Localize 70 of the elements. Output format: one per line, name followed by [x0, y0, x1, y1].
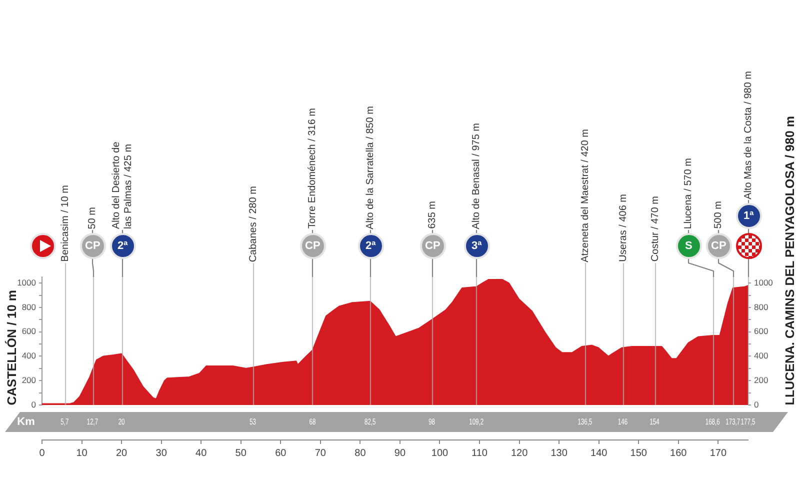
ref-line-label: 635 m	[426, 201, 438, 229]
ref-line-label: 50 m	[86, 207, 98, 230]
y2-tick-label: 0	[754, 399, 759, 410]
y-axis-title: CASTELLÓN / 10 m	[5, 290, 19, 406]
ref-line-label: Alto de la Sarratella / 850 m	[364, 106, 376, 230]
badge-icon: CP	[706, 233, 732, 259]
badge-icon: CP	[300, 233, 326, 259]
y2-tick-label: 1000	[754, 277, 774, 288]
ref-line-label: 500 m	[712, 201, 724, 229]
x-tick-label: 50	[235, 448, 247, 459]
badge-icon: CP	[420, 233, 446, 259]
x-tick-label: 170	[710, 448, 727, 459]
badge-icon: 2ª	[358, 233, 384, 259]
ref-line-label: Atzeneta del Maestrat / 420 m	[580, 129, 592, 262]
badge-icon: S	[676, 233, 702, 259]
ref-line-label: Useras / 406 m	[618, 194, 630, 262]
x2-tick-label: 5,7	[60, 416, 69, 427]
badge-icon: 1ª	[736, 203, 762, 229]
y2-tick-label: 600	[754, 326, 768, 336]
x2-tick-label: 146	[618, 416, 628, 427]
badge-icon: 3ª	[464, 233, 490, 259]
x-tick-label: 40	[196, 448, 208, 459]
y-tick-label: 1000	[17, 277, 36, 288]
x-tick-label: 20	[116, 448, 128, 459]
y2-axis-title: LLUCENA. CAMINS DEL PENYAGOLOSA / 980 m	[783, 116, 797, 406]
y-tick-label: 800	[22, 302, 36, 312]
badge-icon: CP	[80, 233, 106, 259]
y-tick-label: 0	[31, 399, 36, 410]
y-tick-label: 600	[22, 326, 36, 336]
ref-line-label: Costur / 470 m	[650, 196, 662, 262]
x2-tick-label: 82,5	[364, 416, 376, 427]
ref-line-label: Alto de Benasal / 975 m	[470, 123, 482, 230]
ref-line-label: Torre Endoménech / 316 m	[306, 108, 318, 229]
x-tick-label: 110	[472, 448, 488, 459]
x2-tick-label: 68	[309, 416, 316, 427]
x-tick-label: 100	[431, 448, 449, 459]
x-tick-label: 120	[510, 448, 528, 459]
x2-tick-label: 53	[250, 416, 256, 427]
x2-tick-label: 168,6	[705, 416, 720, 427]
x-tick-label: 0	[39, 448, 46, 459]
x-tick-label: 130	[550, 448, 568, 459]
x-tick-label: 160	[670, 448, 688, 459]
x-tick-label: 70	[314, 448, 326, 459]
x-tick-label: 150	[630, 448, 648, 459]
x2-tick-label: 98	[428, 416, 436, 427]
x2-tick-label: 20	[118, 416, 125, 427]
x2-tick-label: 177,5	[740, 416, 756, 427]
x-tick-label: 30	[156, 448, 168, 459]
x-tick-label: 80	[354, 448, 366, 459]
y-tick-label: 200	[22, 374, 36, 385]
y-tick-label: 400	[22, 350, 36, 361]
ref-line-label: Benicasim / 10 m	[60, 185, 72, 262]
x2-tick-label: 154	[650, 416, 660, 427]
x2-tick-label: 173,7	[726, 416, 740, 427]
x-tick-label: 60	[275, 448, 287, 459]
y2-tick-label: 200	[754, 374, 768, 385]
x-tick-label: 10	[76, 448, 88, 459]
x2-tick-label: 136,5	[578, 416, 592, 427]
y2-tick-label: 400	[754, 350, 768, 361]
x-tick-label: 140	[590, 448, 608, 459]
ref-line-label: Llucena / 570 m	[682, 158, 694, 230]
y2-tick-label: 800	[754, 302, 768, 312]
ref-line-label: Alto Mas de la Costa / 980 m	[742, 71, 754, 200]
badge-icon: 2ª	[110, 233, 136, 259]
x2-axis-title: Km	[17, 416, 36, 428]
ref-line-label: Alto del Desierto de las Palmas / 425 m	[110, 140, 134, 229]
x-tick-label: 90	[394, 448, 406, 459]
x2-tick-label: 12,7	[86, 416, 98, 427]
x2-tick-label: 109,2	[469, 416, 484, 427]
ref-line-label: Cabanes / 280 m	[248, 186, 260, 262]
